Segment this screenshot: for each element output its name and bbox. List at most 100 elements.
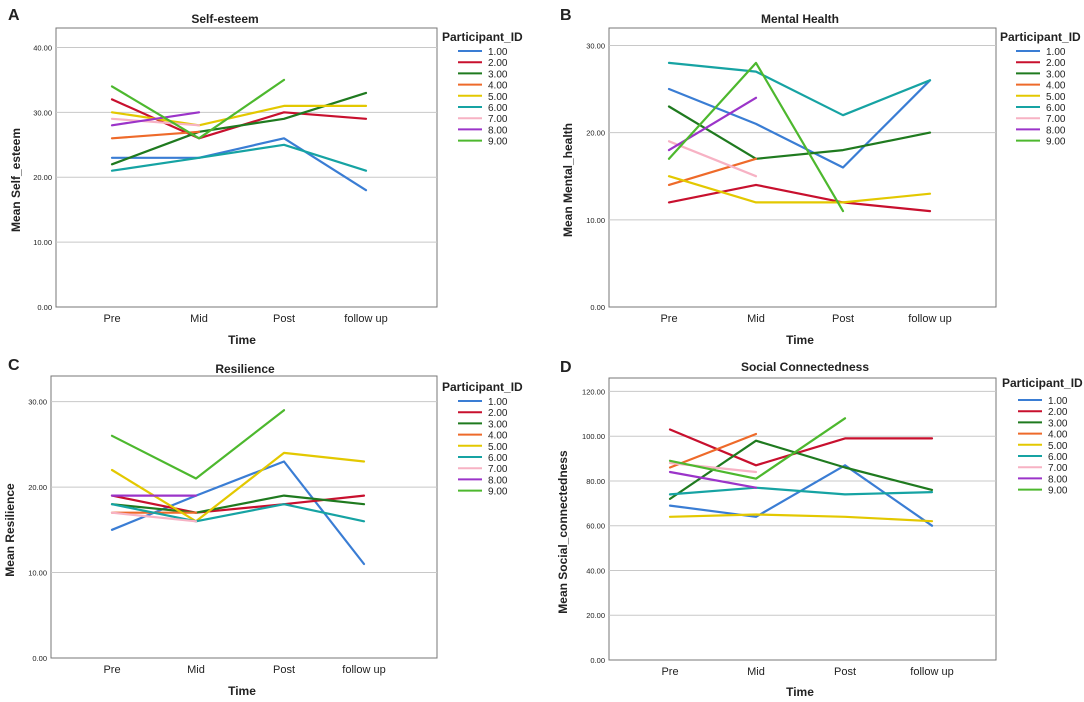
- panel-letter: A: [8, 7, 20, 24]
- legend-label: 1.00: [488, 47, 508, 58]
- series-line-7.00: [110, 117, 201, 127]
- y-tick-label: 10.00: [586, 216, 605, 225]
- legend-label: 6.00: [1048, 452, 1068, 463]
- legend-label: 8.00: [488, 125, 508, 136]
- legend-label: 6.00: [1046, 103, 1066, 114]
- y-tick-label: 0.00: [37, 303, 52, 312]
- x-tick-label: Post: [273, 313, 295, 325]
- x-tick-label: Pre: [660, 313, 677, 325]
- plot-area: 0.00 10.00 20.00 30.00 Pre Mid Post follow up: [586, 27, 997, 325]
- legend-label: 3.00: [1046, 69, 1066, 80]
- legend-label: 7.00: [488, 464, 508, 475]
- legend-label: 9.00: [488, 137, 508, 148]
- legend-label: 9.00: [488, 487, 508, 498]
- legend-label: 7.00: [1048, 463, 1068, 474]
- series-line-1.00: [667, 79, 932, 169]
- y-tick-label: 20.00: [586, 611, 605, 620]
- legend: 1.002.003.004.005.006.007.008.009.00: [1018, 396, 1068, 497]
- legend-label: 8.00: [1046, 125, 1066, 136]
- series-line-8.00: [110, 111, 201, 127]
- x-tick-label: Post: [273, 664, 295, 676]
- legend-label: 4.00: [488, 81, 508, 92]
- x-axis-title: Time: [786, 333, 814, 347]
- y-tick-label: 10.00: [28, 569, 47, 578]
- x-tick-label: Mid: [747, 666, 765, 678]
- y-tick-label: 40.00: [586, 566, 605, 575]
- series-line-6.00: [668, 486, 934, 496]
- series-line-9.00: [110, 409, 286, 480]
- legend-label: 3.00: [1048, 418, 1068, 429]
- series-line-4.00: [668, 432, 758, 469]
- x-tick-label: Pre: [103, 664, 120, 676]
- y-axis-title: Mean Social_connectedness: [556, 450, 570, 614]
- x-tick-label: follow up: [344, 313, 387, 325]
- legend-label: 5.00: [488, 442, 508, 453]
- y-tick-label: 10.00: [33, 238, 52, 247]
- panel-resilience: C Resilience Time Mean Resilience Partic…: [3, 357, 523, 698]
- panel-letter: D: [560, 359, 572, 376]
- y-tick-label: 30.00: [33, 108, 52, 117]
- legend-label: 5.00: [1048, 441, 1068, 452]
- chart-title: Mental Health: [761, 12, 839, 26]
- series-line-8.00: [668, 470, 758, 489]
- series-line-3.00: [110, 91, 368, 166]
- x-tick-label: follow up: [908, 313, 951, 325]
- y-tick-label: 0.00: [590, 303, 605, 312]
- legend-label: 2.00: [488, 408, 508, 419]
- chart-title: Self-esteem: [191, 12, 258, 26]
- y-tick-label: 0.00: [32, 654, 47, 663]
- y-tick-label: 40.00: [33, 43, 52, 52]
- chart-title: Resilience: [215, 362, 275, 376]
- panel-self-esteem: A Self-esteem Time Mean Self_esteem Part…: [8, 7, 523, 347]
- series-line-7.00: [667, 140, 758, 178]
- series-line-6.00: [667, 61, 932, 117]
- x-tick-label: follow up: [910, 666, 953, 678]
- series-line-2.00: [668, 428, 934, 467]
- legend-label: 2.00: [1046, 58, 1066, 69]
- legend-label: 9.00: [1046, 137, 1066, 148]
- y-tick-label: 100.00: [582, 432, 605, 441]
- series-line-3.00: [667, 105, 932, 160]
- x-tick-label: Mid: [747, 313, 765, 325]
- legend-title: Participant_ID: [1000, 30, 1081, 44]
- x-axis-title: Time: [786, 685, 814, 699]
- panel-mental-health: B Mental Health Time Mean Mental_health …: [560, 7, 1081, 347]
- series-line-2.00: [667, 183, 932, 213]
- plot-frame: [55, 27, 438, 308]
- legend-label: 7.00: [1046, 114, 1066, 125]
- panel-social-connectedness: D Social Connectedness Time Mean Social_…: [556, 359, 1083, 699]
- series-line-7.00: [110, 511, 198, 523]
- legend-label: 1.00: [1046, 47, 1066, 58]
- x-tick-label: Pre: [103, 313, 120, 325]
- x-axis-title: Time: [228, 684, 256, 698]
- x-tick-label: Pre: [661, 666, 678, 678]
- y-tick-label: 30.00: [586, 41, 605, 50]
- plot-area: 0.00 10.00 20.00 30.00 40.00 Pre Mid Post follow…: [33, 27, 438, 325]
- legend-label: 5.00: [1046, 92, 1066, 103]
- series-line-6.00: [110, 503, 366, 523]
- y-axis-title: Mean Self_esteem: [9, 128, 23, 232]
- y-tick-label: 60.00: [586, 522, 605, 531]
- series-line-1.00: [110, 137, 368, 192]
- x-tick-label: Post: [834, 666, 856, 678]
- legend: 1.002.003.004.005.006.007.008.009.00: [1016, 47, 1066, 148]
- legend-label: 5.00: [488, 92, 508, 103]
- series-line-9.00: [668, 417, 847, 480]
- y-tick-label: 0.00: [590, 656, 605, 665]
- legend-label: 3.00: [488, 69, 508, 80]
- series-line-9.00: [110, 78, 286, 140]
- legend-label: 2.00: [1048, 407, 1068, 418]
- legend-label: 4.00: [1046, 81, 1066, 92]
- x-tick-label: Mid: [187, 664, 205, 676]
- y-tick-label: 120.00: [582, 387, 605, 396]
- legend-label: 1.00: [488, 397, 508, 408]
- legend-label: 9.00: [1048, 486, 1068, 497]
- y-axis-title: Mean Resilience: [3, 483, 17, 577]
- series-line-3.00: [110, 494, 366, 514]
- series-line-9.00: [667, 61, 845, 213]
- plot-frame: [50, 375, 438, 659]
- legend-label: 4.00: [1048, 430, 1068, 441]
- legend-label: 8.00: [1048, 474, 1068, 485]
- legend: 1.002.003.004.005.006.007.008.009.00: [458, 397, 508, 498]
